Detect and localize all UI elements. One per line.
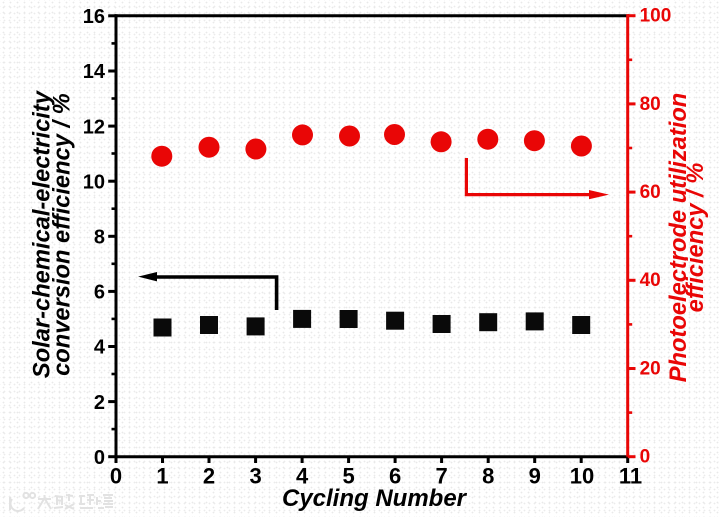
svg-text:11: 11: [619, 464, 642, 489]
svg-text:20: 20: [640, 358, 661, 379]
svg-text:8: 8: [94, 227, 105, 249]
svg-text:conversion efficiency / %: conversion efficiency / %: [50, 93, 76, 376]
svg-text:2: 2: [94, 392, 105, 414]
svg-text:2: 2: [203, 464, 215, 489]
svg-text:5: 5: [342, 464, 354, 489]
svg-text:4: 4: [94, 337, 106, 359]
svg-text:0: 0: [110, 464, 122, 489]
svg-text:Cycling Number: Cycling Number: [282, 485, 468, 512]
svg-text:3: 3: [249, 464, 261, 489]
svg-text:6: 6: [389, 464, 401, 489]
svg-text:10: 10: [83, 171, 105, 193]
svg-text:7: 7: [435, 464, 447, 489]
svg-text:efficiency / %: efficiency / %: [683, 163, 709, 313]
svg-text:6: 6: [94, 282, 105, 304]
svg-text:1: 1: [156, 464, 168, 489]
svg-text:0: 0: [94, 447, 105, 469]
svg-text:Solar-chemical-electricity: Solar-chemical-electricity: [30, 89, 56, 378]
svg-text:4: 4: [296, 464, 309, 489]
svg-text:8: 8: [482, 464, 494, 489]
svg-text:60: 60: [640, 182, 661, 203]
svg-text:9: 9: [529, 464, 541, 489]
svg-text:14: 14: [83, 61, 106, 83]
svg-text:10: 10: [570, 464, 594, 489]
svg-text:12: 12: [83, 116, 105, 138]
svg-text:Photoelectrode utilization: Photoelectrode utilization: [666, 93, 692, 383]
svg-text:40: 40: [640, 270, 661, 291]
svg-text:100: 100: [640, 6, 672, 27]
svg-text:80: 80: [640, 94, 661, 115]
svg-text:16: 16: [83, 6, 105, 28]
svg-text:0: 0: [640, 447, 651, 468]
